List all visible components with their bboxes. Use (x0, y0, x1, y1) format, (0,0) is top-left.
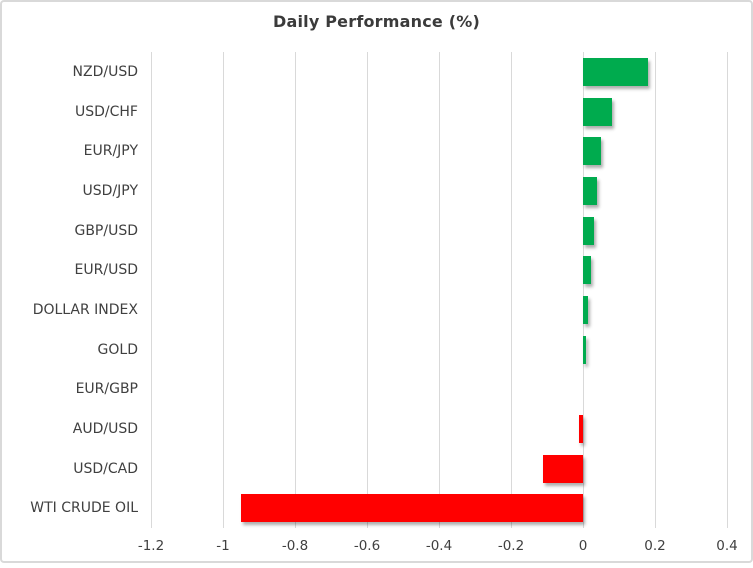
x-tick-label: -0.8 (281, 538, 309, 554)
x-tick-label: -0.4 (425, 538, 453, 554)
gridline (151, 52, 152, 528)
bar-dollar-index (583, 295, 589, 324)
category-label-usd-jpy: USD/JPY (82, 182, 138, 199)
category-label-aud-usd: AUD/USD (72, 420, 138, 437)
bar-gold (583, 335, 586, 364)
gridline (295, 52, 296, 528)
category-label-nzd-usd: NZD/USD (72, 63, 138, 80)
x-tick-label: -1 (216, 538, 230, 554)
bar-eur-usd (583, 256, 592, 285)
category-label-eur-gbp: EUR/GBP (75, 381, 138, 398)
gridline (727, 52, 728, 528)
x-tick-label: -1.2 (137, 538, 165, 554)
x-tick-label: -0.2 (497, 538, 525, 554)
bar-eur-jpy (583, 137, 601, 166)
gridline (655, 52, 656, 528)
category-label-dollar-index: DOLLAR INDEX (32, 301, 138, 318)
x-tick-label: 0.4 (716, 538, 738, 554)
x-tick-label: 0.2 (644, 538, 666, 554)
category-label-usd-chf: USD/CHF (75, 103, 138, 120)
gridline (511, 52, 512, 528)
chart-title: Daily Performance (%) (273, 12, 480, 31)
gridline (367, 52, 368, 528)
category-label-usd-cad: USD/CAD (73, 460, 138, 477)
category-label-gold: GOLD (97, 341, 138, 358)
bar-gbp-usd (583, 216, 594, 245)
bar-aud-usd (578, 414, 583, 443)
category-label-eur-usd: EUR/USD (74, 262, 138, 279)
gridline (583, 52, 584, 528)
bar-wti-crude-oil (241, 494, 583, 523)
category-label-gbp-usd: GBP/USD (74, 222, 138, 239)
x-tick-label: 0 (578, 538, 588, 554)
category-label-eur-jpy: EUR/JPY (83, 143, 138, 160)
bar-nzd-usd (583, 57, 648, 86)
category-label-wti-crude-oil: WTI CRUDE OIL (30, 500, 138, 517)
gridline (223, 52, 224, 528)
gridline (439, 52, 440, 528)
plot-area (151, 52, 728, 528)
bar-usd-jpy (583, 176, 598, 205)
x-tick-label: -0.6 (353, 538, 381, 554)
bar-usd-cad (543, 454, 583, 483)
bar-usd-chf (583, 97, 612, 126)
